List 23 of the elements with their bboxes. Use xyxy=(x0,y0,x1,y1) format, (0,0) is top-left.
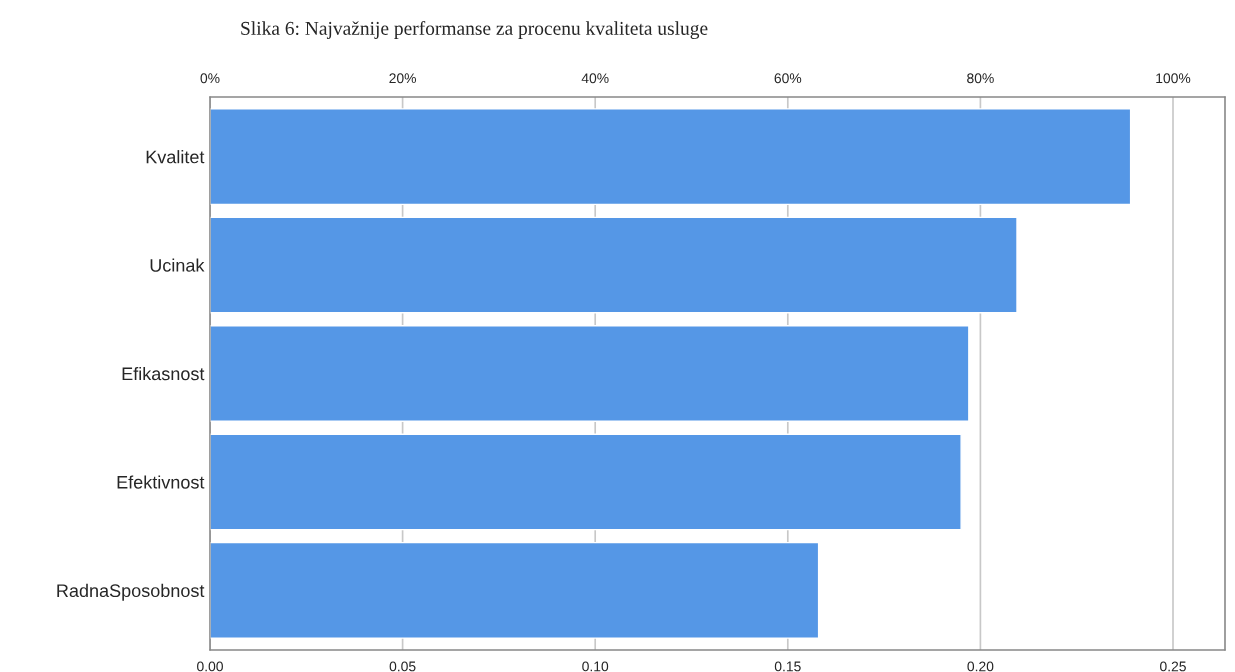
y-tick-label: Efikasnost xyxy=(122,366,205,381)
x-tick-label: 0.00 xyxy=(197,661,223,672)
bar xyxy=(210,433,962,531)
x2-tick-label: 20% xyxy=(389,73,417,84)
x-tick-label: 0.15 xyxy=(774,661,801,672)
y-tick-label: RadnaSposobnost xyxy=(57,583,205,601)
x2-tick-label: 40% xyxy=(581,73,609,84)
x-tick-label: 0.10 xyxy=(582,661,609,672)
bar xyxy=(210,541,820,639)
y-tick-label: Efektivnost xyxy=(117,475,205,489)
x-tick-label: 0.25 xyxy=(1160,661,1186,672)
y-tick-label: Ucinak xyxy=(150,258,205,272)
bar xyxy=(210,216,1018,314)
x-tick-label: 0.05 xyxy=(389,661,416,672)
y-tick-label: Kvalitet xyxy=(146,150,205,164)
x2-tick-label: 100% xyxy=(1156,73,1191,84)
x-tick-label: 0.20 xyxy=(967,661,994,672)
bar xyxy=(210,108,1132,206)
x2-tick-label: 0% xyxy=(200,73,220,84)
bar xyxy=(210,325,970,422)
x2-tick-label: 60% xyxy=(774,73,802,84)
x2-tick-label: 80% xyxy=(967,73,994,84)
chart-title: Slika 6: Najvažnije performanse za procenu kvaliteta usluge xyxy=(241,21,708,39)
